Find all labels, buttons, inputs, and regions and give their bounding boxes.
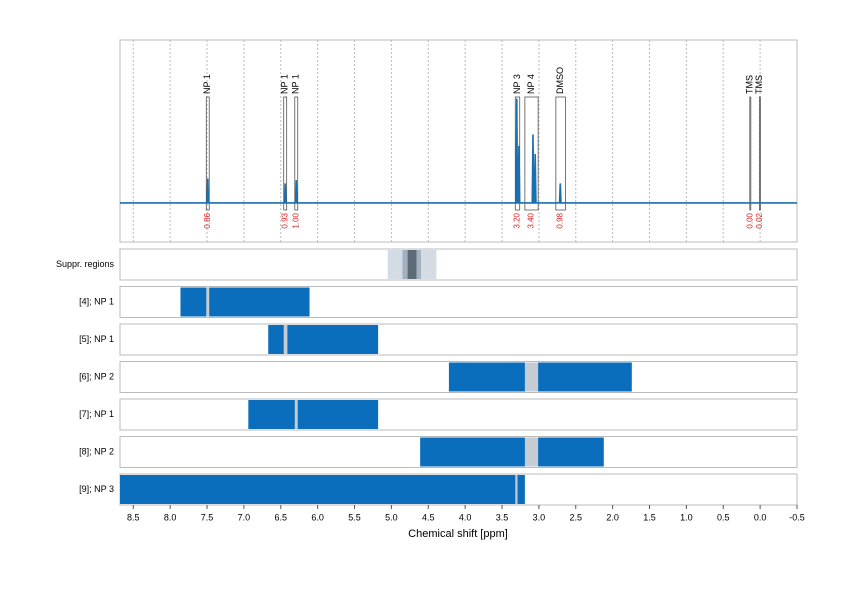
annotation-label: NP 1 <box>291 74 301 94</box>
x-tick-label: 1.0 <box>680 512 693 522</box>
annotation-label: TMS <box>754 75 764 94</box>
suppression-band <box>407 250 417 279</box>
x-tick-label: 6.0 <box>311 512 324 522</box>
x-tick-label: 8.5 <box>127 512 140 522</box>
annotation-box <box>758 96 761 211</box>
x-tick-label: 4.5 <box>422 512 435 522</box>
integral-label: 0.00 <box>745 212 754 228</box>
annotation-label: TMS <box>745 75 755 94</box>
integral-label: 0.93 <box>280 212 289 228</box>
annotation-box <box>555 96 566 211</box>
annotation-box <box>294 96 299 211</box>
track-label: [9]; NP 3 <box>79 484 114 494</box>
range-bar <box>420 437 604 467</box>
integral-label: 0.02 <box>755 212 764 228</box>
integral-label: 3.40 <box>527 212 536 228</box>
range-bar <box>180 287 310 317</box>
spectrum-panel <box>119 39 798 243</box>
integral-label: 0.86 <box>203 212 212 228</box>
integral-label: 1.00 <box>291 212 300 228</box>
peak-marker <box>283 325 288 354</box>
integral-label: 0.98 <box>556 212 565 228</box>
peak-marker <box>524 362 539 392</box>
x-tick-label: 3.5 <box>496 512 509 522</box>
annotation-label: DMSO <box>555 67 565 94</box>
integral-label: 3.20 <box>513 212 522 228</box>
annotation-label: NP 1 <box>202 74 212 94</box>
x-tick-label: -0.5 <box>789 512 805 522</box>
x-tick-label: 0.0 <box>754 512 767 522</box>
track-label: [7]; NP 1 <box>79 409 114 419</box>
track-panel <box>119 398 798 431</box>
peak-marker <box>524 437 539 467</box>
range-bar <box>248 400 379 429</box>
track-label: [5]; NP 1 <box>79 334 114 344</box>
annotation-box <box>749 96 752 211</box>
peak-marker <box>206 287 210 317</box>
x-tick-label: 2.0 <box>606 512 619 522</box>
x-tick-label: 7.0 <box>238 512 251 522</box>
track-panel <box>119 248 798 281</box>
x-tick-label: 1.5 <box>643 512 656 522</box>
annotation-box <box>205 96 210 211</box>
range-bar <box>120 475 525 504</box>
x-tick-label: 4.0 <box>459 512 472 522</box>
x-tick-label: 0.5 <box>717 512 730 522</box>
x-axis-label: Chemical shift [ppm] <box>408 528 508 540</box>
annotation-box <box>524 96 539 211</box>
annotation-label: NP 4 <box>526 74 536 94</box>
track-panel <box>119 323 798 356</box>
track-label: [8]; NP 2 <box>79 446 114 456</box>
x-tick-label: 3.0 <box>533 512 546 522</box>
x-tick-label: 8.0 <box>164 512 177 522</box>
x-tick-label: 6.5 <box>275 512 288 522</box>
annotation-label: NP 3 <box>512 74 522 94</box>
track-label: [4]; NP 1 <box>79 296 114 306</box>
track-label: Suppr. regions <box>56 259 115 269</box>
x-tick-label: 7.5 <box>201 512 214 522</box>
track-label: [6]; NP 2 <box>79 371 114 381</box>
x-tick-label: 5.0 <box>385 512 398 522</box>
x-tick-label: 5.5 <box>348 512 361 522</box>
spectrum-line <box>120 98 797 204</box>
x-tick-label: 2.5 <box>570 512 583 522</box>
peak-marker <box>515 475 518 504</box>
annotation-box <box>283 96 288 211</box>
annotation-label: NP 1 <box>280 74 290 94</box>
range-bar <box>448 362 632 392</box>
peak-marker <box>294 400 298 429</box>
